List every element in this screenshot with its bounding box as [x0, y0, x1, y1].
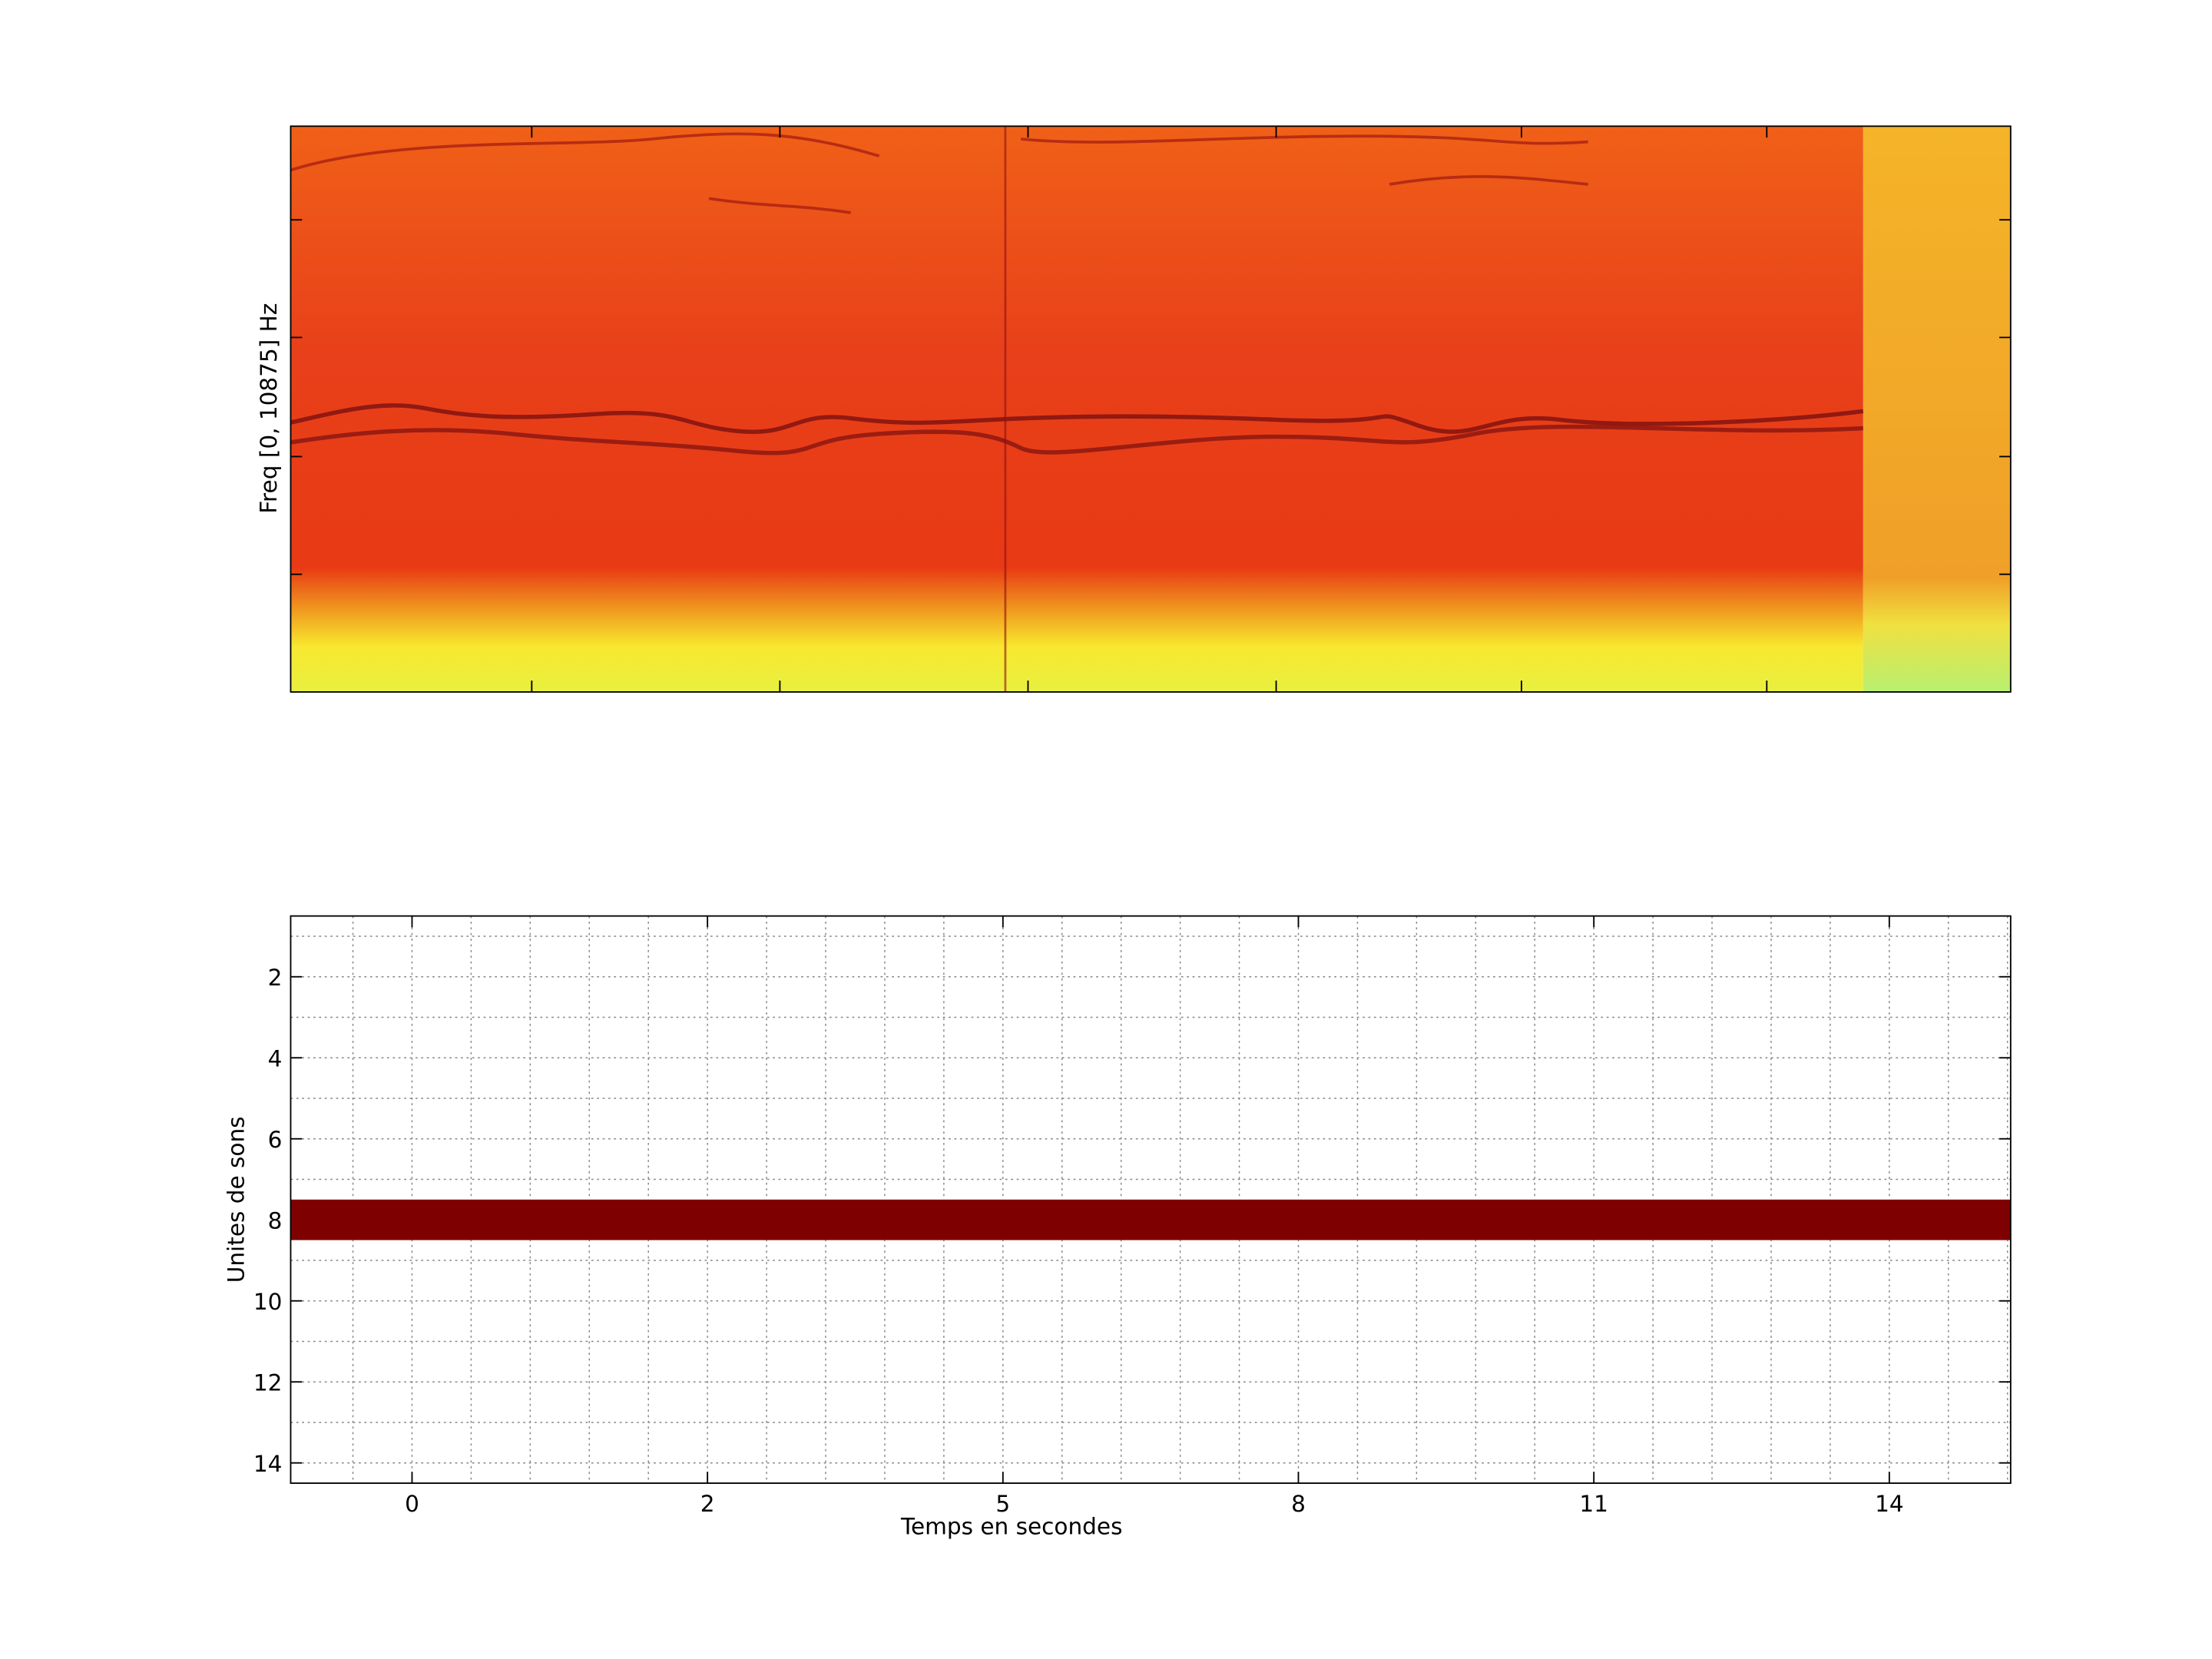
x-tick-label: 8: [1291, 1491, 1306, 1517]
y-tick-label: 10: [253, 1289, 283, 1315]
y-tick-label: 2: [268, 965, 283, 991]
x-tick-label: 5: [995, 1491, 1010, 1517]
y-tick-label: 14: [253, 1451, 283, 1477]
y-axis-label: Unites de sons: [224, 1116, 250, 1283]
tick-marks: [290, 126, 2011, 692]
y-tick-label: 8: [268, 1207, 283, 1233]
x-tick-label: 2: [700, 1491, 715, 1517]
harmonic-line: [290, 132, 1588, 214]
spectrogram-image: [290, 126, 1863, 692]
segment-panel: 0 2 5 8 11 14 2 4 6 8 10 12 14 Temps en secondes Unite…: [224, 915, 2012, 1540]
y-tick-label: 12: [253, 1369, 283, 1396]
x-axis-label: Temps en secondes: [900, 1514, 1122, 1540]
y-tick-label: 4: [268, 1045, 283, 1071]
y-tick-label: 6: [268, 1127, 283, 1153]
segment-bar: [290, 1199, 2011, 1240]
x-tick-label: 0: [405, 1491, 419, 1517]
y-axis-label: Freq [0, 10875] Hz: [256, 303, 282, 514]
axes-box: [290, 125, 2012, 693]
spectrogram-panel: Freq [0, 10875] Hz: [256, 125, 2012, 693]
axes-box: [290, 915, 2012, 1485]
harmonic-line: [290, 403, 1864, 434]
x-tick-label: 14: [1875, 1491, 1904, 1517]
x-tick-label: 11: [1579, 1491, 1608, 1517]
harmonic-line: [290, 424, 1863, 455]
spectrogram-image-tail: [1863, 126, 2011, 692]
